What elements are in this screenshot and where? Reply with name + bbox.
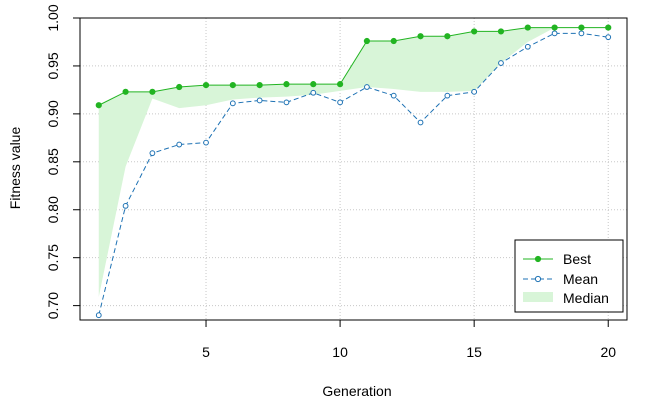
mean-point (176, 141, 183, 148)
mean-point (122, 203, 129, 209)
x-tick-label: 20 (600, 344, 616, 360)
best-point (551, 24, 558, 31)
best-point (605, 24, 612, 31)
legend-best-marker (534, 255, 542, 263)
legend: Best Mean Median (514, 239, 624, 313)
best-point (336, 81, 344, 88)
y-tick-label: 0.90 (45, 100, 61, 127)
best-point (310, 81, 317, 88)
best-point (149, 88, 156, 95)
best-point (122, 88, 129, 95)
series (95, 24, 612, 319)
mean-point (578, 30, 585, 37)
y-axis-title: Fitness value (7, 127, 23, 210)
best-point (363, 37, 371, 45)
mean-point (256, 97, 263, 104)
best-point (229, 82, 236, 89)
y-tick-label: 0.95 (45, 52, 61, 79)
best-point (176, 83, 183, 91)
best-point (283, 81, 290, 88)
best-point (95, 102, 102, 109)
plot-frame (79, 17, 628, 321)
mean-point (203, 139, 209, 146)
x-tick-label: 10 (332, 344, 348, 360)
best-point (524, 24, 531, 31)
best-point (390, 37, 397, 45)
best-point (578, 24, 585, 31)
legend-median-swatch (523, 292, 553, 302)
mean-point (149, 150, 156, 157)
median-band-area (98, 27, 609, 297)
axes: 5 10 15 20 0.70 0.75 0.80 0.85 0.90 0.95 1.00 (45, 4, 616, 360)
x-tick-label: 5 (202, 344, 210, 360)
mean-point (524, 43, 531, 50)
mean-point (364, 84, 370, 90)
median-band (98, 27, 609, 297)
legend-median-label: Median (563, 290, 609, 306)
best-point (497, 28, 505, 35)
best-point (202, 82, 210, 89)
legend-best-label: Best (563, 251, 591, 267)
legend-mean-marker (534, 275, 542, 283)
y-tick-label: 0.75 (45, 244, 61, 271)
x-axis-title: Generation (322, 383, 391, 399)
mean-point (444, 92, 451, 99)
mean-point (310, 89, 317, 96)
best-point (256, 82, 263, 89)
mean-point (229, 100, 236, 107)
best-point (417, 33, 424, 40)
best-point (444, 33, 451, 40)
mean-line (98, 32, 609, 316)
mean-point (605, 34, 612, 41)
mean-point (417, 119, 424, 126)
mean-point (390, 92, 397, 99)
mean-point (95, 312, 102, 319)
y-tick-label: 0.85 (45, 148, 61, 175)
y-tick-label: 0.70 (45, 292, 61, 319)
x-tick-label: 15 (466, 344, 482, 360)
best-point (471, 28, 478, 35)
y-tick-label: 0.80 (45, 196, 61, 223)
mean-point (337, 99, 343, 106)
y-tick-label: 1.00 (45, 4, 61, 31)
mean-point (283, 99, 290, 106)
mean-point (471, 88, 478, 95)
mean-point (551, 30, 558, 37)
legend-mean-label: Mean (563, 271, 598, 287)
mean-point (498, 60, 504, 66)
best-line (98, 27, 609, 106)
